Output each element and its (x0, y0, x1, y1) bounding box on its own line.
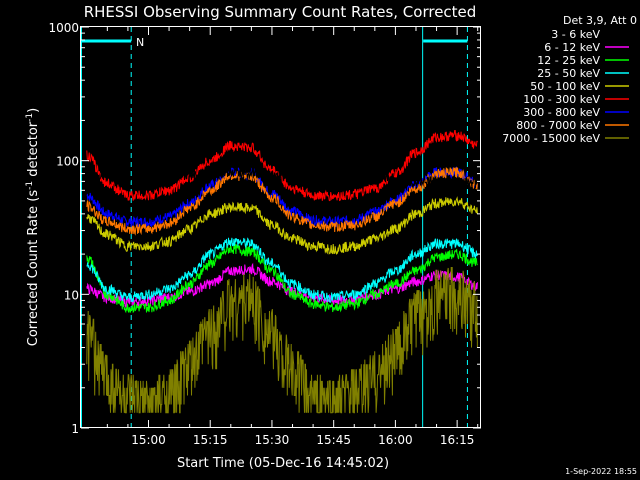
x-tick-label-5: 16:15 (440, 433, 475, 447)
legend-label-0: 3 - 6 keV (551, 28, 600, 41)
x-tick-label-0: 15:00 (131, 433, 166, 447)
legend-label-2: 12 - 25 keV (537, 54, 600, 67)
y-tick-label-3: 1000 (48, 21, 79, 35)
legend-label-8: 7000 - 15000 keV (502, 132, 600, 145)
series-line-7 (86, 166, 478, 236)
legend-label-3: 25 - 50 keV (537, 67, 600, 80)
footer-timestamp: 1-Sep-2022 18:55 (565, 467, 637, 476)
x-tick-label-4: 16:00 (378, 433, 413, 447)
legend-header: Det 3,9, Att 0 (563, 14, 637, 27)
x-axis-label: Start Time (05-Dec-16 14:45:02) (177, 456, 389, 471)
x-tick-label-2: 15:30 (255, 433, 290, 447)
plot-frame (80, 26, 481, 428)
y-axis: 1 10 100 1000 (48, 21, 481, 436)
series-line-6 (86, 166, 478, 229)
chart-title: RHESSI Observing Summary Count Rates, Co… (84, 3, 477, 21)
x-axis: 15:00 15:15 15:30 15:45 16:00 16:15 (106, 27, 479, 447)
x-tick-label-1: 15:15 (193, 433, 228, 447)
y-axis-label-part3: ) (26, 108, 41, 113)
series-layer (86, 130, 478, 414)
night-marker: N (136, 36, 144, 49)
y-axis-label-part2: detector (26, 121, 41, 181)
y-axis-label-sup2: -1 (25, 113, 35, 122)
y-axis-label: Corrected Count Rate (s-1 detector-1) (25, 108, 41, 346)
series-line-4 (86, 196, 478, 255)
series-line-0 (86, 166, 478, 189)
y-tick-label-1: 10 (64, 288, 79, 302)
y-axis-label-sup1: -1 (25, 181, 35, 190)
series-line-5 (86, 130, 478, 202)
y-tick-label-2: 100 (56, 155, 79, 169)
x-tick-label-3: 15:45 (316, 433, 351, 447)
series-line-3 (86, 237, 478, 303)
legend-label-1: 6 - 12 keV (544, 41, 600, 54)
legend-label-5: 100 - 300 keV (523, 93, 600, 106)
legend-label-6: 300 - 800 keV (523, 106, 600, 119)
y-tick-label-0: 1 (71, 422, 79, 436)
series-line-8 (86, 266, 478, 414)
y-axis-label-part1: Corrected Count Rate (s (26, 190, 41, 347)
legend-label-4: 50 - 100 keV (530, 80, 600, 93)
series-line-2 (86, 243, 478, 314)
night-intervals (81, 27, 468, 428)
legend-label-7: 800 - 7000 keV (516, 119, 600, 132)
